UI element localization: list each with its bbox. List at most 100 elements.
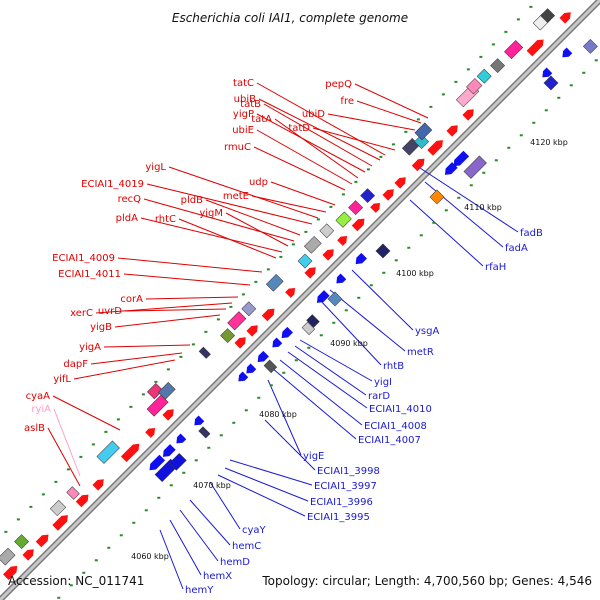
gene-label-hemD[interactable]: hemD: [220, 557, 250, 568]
gene-reverse[interactable]: [174, 433, 187, 447]
gene-feature[interactable]: [66, 486, 80, 500]
gene-label-ryiA[interactable]: ryiA: [31, 404, 51, 415]
gene-label-rfaH[interactable]: rfaH: [485, 262, 506, 273]
gene-label-corA[interactable]: corA: [120, 294, 143, 305]
gene-label-ubiD[interactable]: ubiD: [302, 109, 325, 120]
gene-feature[interactable]: [348, 200, 364, 216]
gene-label-pldB[interactable]: pldB: [181, 195, 203, 206]
gene-feature[interactable]: [414, 134, 430, 150]
gene-label-fadB[interactable]: fadB: [520, 228, 543, 239]
gene-reverse[interactable]: [147, 454, 166, 473]
gene-forward[interactable]: [351, 216, 368, 232]
gene-feature[interactable]: [241, 301, 257, 317]
gene-label-ECIAI1_4011[interactable]: ECIAI1_4011: [58, 269, 121, 280]
gene-label-rhtB[interactable]: rhtB: [383, 361, 404, 372]
gene-label-ECIAI1_4007[interactable]: ECIAI1_4007: [358, 435, 421, 446]
gene-label-uvrD[interactable]: uvrD: [98, 306, 122, 317]
gene-feature[interactable]: [146, 382, 164, 400]
gene-label-ECIAI1_4019[interactable]: ECIAI1_4019: [81, 179, 144, 190]
gene-feature[interactable]: [414, 122, 433, 141]
gene-feature[interactable]: [360, 188, 376, 204]
gene-label-hemY[interactable]: hemY: [185, 585, 214, 596]
gene-forward[interactable]: [337, 233, 350, 246]
gene-reverse[interactable]: [334, 273, 347, 287]
gene-forward[interactable]: [559, 9, 573, 24]
gene-feature[interactable]: [476, 68, 492, 84]
gene-feature-reverse[interactable]: [301, 321, 316, 336]
gene-feature[interactable]: [297, 253, 313, 269]
gene-forward[interactable]: [285, 285, 298, 298]
gene-reverse[interactable]: [540, 67, 553, 81]
gene-forward[interactable]: [411, 156, 428, 172]
gene-feature[interactable]: [303, 235, 322, 254]
gene-forward[interactable]: [446, 122, 460, 137]
gene-label-ECIAI1_4009[interactable]: ECIAI1_4009: [52, 253, 115, 264]
gene-label-hemX[interactable]: hemX: [203, 571, 232, 582]
gene-forward[interactable]: [75, 492, 92, 508]
gene-label-yigL[interactable]: yigL: [145, 162, 166, 173]
gene-forward[interactable]: [162, 406, 176, 421]
gene-reverse[interactable]: [353, 252, 367, 267]
gene-feature[interactable]: [335, 211, 352, 228]
gene-label-ECIAI1_3997[interactable]: ECIAI1_3997: [314, 481, 377, 492]
gene-feature[interactable]: [0, 547, 16, 566]
gene-forward[interactable]: [370, 200, 383, 213]
gene-label-yigB[interactable]: yigB: [90, 322, 112, 333]
gene-label-rarD[interactable]: rarD: [368, 391, 390, 402]
gene-forward[interactable]: [52, 512, 70, 531]
gene-label-ECIAI1_4008[interactable]: ECIAI1_4008: [364, 421, 427, 432]
gene-label-ECIAI1_3995[interactable]: ECIAI1_3995: [307, 512, 370, 523]
gene-reverse[interactable]: [160, 444, 176, 460]
gene-forward[interactable]: [382, 186, 396, 201]
gene-forward[interactable]: [246, 322, 260, 337]
gene-forward[interactable]: [3, 563, 20, 581]
gene-label-tatA[interactable]: tatA: [251, 114, 272, 125]
gene-feature[interactable]: [157, 381, 176, 400]
gene-feature[interactable]: [466, 78, 483, 95]
gene-forward[interactable]: [427, 137, 445, 156]
gene-reverse[interactable]: [236, 371, 249, 385]
gene-feature[interactable]: [540, 8, 556, 24]
gene-label-yigM[interactable]: yigM: [199, 208, 223, 219]
gene-forward[interactable]: [145, 425, 158, 438]
gene-label-aslB[interactable]: aslB: [24, 423, 45, 434]
gene-label-cyaA[interactable]: cyaA: [26, 391, 51, 402]
gene-label-hemC[interactable]: hemC: [232, 541, 261, 552]
gene-feature-reverse[interactable]: [375, 243, 391, 259]
gene-reverse[interactable]: [314, 290, 330, 306]
gene-label-yigP[interactable]: yigP: [233, 109, 254, 120]
gene-label-ECIAI1_4010[interactable]: ECIAI1_4010: [369, 404, 432, 415]
gene-feature[interactable]: [490, 58, 506, 74]
gene-label-metE[interactable]: metE: [223, 191, 249, 202]
gene-feature[interactable]: [198, 346, 211, 359]
gene-label-ubiB[interactable]: ubiB: [234, 94, 256, 105]
gene-forward[interactable]: [234, 334, 248, 349]
gene-feature-reverse[interactable]: [463, 155, 487, 179]
gene-label-yigA[interactable]: yigA: [79, 342, 101, 353]
gene-forward[interactable]: [120, 441, 142, 463]
gene-reverse[interactable]: [192, 415, 205, 429]
gene-label-yigI[interactable]: yigI: [374, 377, 392, 388]
gene-label-tatB[interactable]: tatB: [240, 99, 261, 110]
gene-label-udp[interactable]: udp: [249, 177, 268, 188]
gene-label-ECIAI1_3998[interactable]: ECIAI1_3998: [317, 466, 380, 477]
gene-label-metR[interactable]: metR: [407, 347, 434, 358]
gene-label-dapF[interactable]: dapF: [63, 359, 88, 370]
gene-reverse[interactable]: [451, 150, 470, 169]
gene-label-tatC[interactable]: tatC: [233, 78, 254, 89]
gene-label-rmuC[interactable]: rmuC: [224, 142, 251, 153]
gene-label-yifL[interactable]: yifL: [53, 374, 71, 385]
gene-feature-reverse[interactable]: [198, 426, 211, 439]
gene-feature-reverse[interactable]: [263, 359, 278, 374]
gene-feature[interactable]: [319, 223, 335, 239]
gene-label-cyaY[interactable]: cyaY: [242, 525, 267, 536]
gene-label-pepQ[interactable]: pepQ: [325, 79, 352, 90]
gene-label-yigE[interactable]: yigE: [303, 451, 324, 462]
gene-feature-reverse[interactable]: [306, 314, 320, 328]
gene-feature-reverse[interactable]: [168, 452, 187, 471]
gene-forward[interactable]: [394, 174, 408, 189]
gene-label-fadA[interactable]: fadA: [505, 243, 528, 254]
gene-feature[interactable]: [49, 499, 67, 517]
gene-forward[interactable]: [35, 532, 52, 548]
gene-label-rhtC[interactable]: rhtC: [155, 214, 176, 225]
